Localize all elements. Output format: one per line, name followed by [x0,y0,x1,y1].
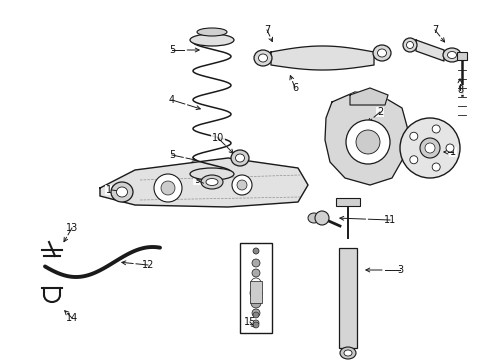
Circle shape [237,180,247,190]
Circle shape [253,312,259,318]
Bar [240,243,272,333]
Bar [339,248,357,348]
Circle shape [346,120,390,164]
Bar [250,281,262,303]
Ellipse shape [447,51,457,59]
Circle shape [356,130,380,154]
Bar [457,52,467,60]
Circle shape [253,322,259,328]
Text: 8: 8 [457,85,463,95]
Text: 15: 15 [244,317,256,327]
Circle shape [252,309,260,317]
Ellipse shape [111,182,133,202]
Ellipse shape [407,41,414,49]
Text: 12: 12 [142,260,154,270]
Text: 7: 7 [264,25,270,35]
Text: 4: 4 [169,95,175,105]
Ellipse shape [373,45,391,61]
Circle shape [250,287,262,299]
Polygon shape [271,46,374,70]
Circle shape [432,163,440,171]
Circle shape [252,259,260,267]
Ellipse shape [201,175,223,189]
Text: 11: 11 [384,215,396,225]
Polygon shape [416,40,444,61]
Circle shape [425,143,435,153]
Circle shape [400,118,460,178]
Circle shape [410,156,418,164]
Ellipse shape [340,347,356,359]
Circle shape [432,125,440,133]
Text: 10: 10 [212,133,224,143]
Ellipse shape [254,50,272,66]
Ellipse shape [231,150,249,166]
Text: 10: 10 [106,185,118,195]
Circle shape [420,138,440,158]
Circle shape [154,174,182,202]
Ellipse shape [308,213,320,223]
Ellipse shape [190,34,234,46]
Circle shape [251,298,261,308]
Text: 2: 2 [377,107,383,117]
Circle shape [410,132,418,140]
Text: 14: 14 [66,313,78,323]
Polygon shape [325,92,408,185]
Bar [336,198,360,206]
Ellipse shape [206,179,218,185]
Ellipse shape [197,28,227,36]
Ellipse shape [344,350,352,356]
Circle shape [446,144,454,152]
Text: 9: 9 [194,175,200,185]
Text: 13: 13 [66,223,78,233]
Text: 6: 6 [292,83,298,93]
Circle shape [161,181,175,195]
Ellipse shape [403,38,417,52]
Text: 7: 7 [432,25,438,35]
Polygon shape [350,88,388,105]
Text: 5: 5 [169,150,175,160]
Circle shape [252,269,260,277]
Text: 1: 1 [450,147,456,157]
Circle shape [251,278,261,288]
Circle shape [253,248,259,254]
Circle shape [253,320,259,326]
Ellipse shape [190,168,234,180]
Text: 3: 3 [397,265,403,275]
Ellipse shape [443,48,461,62]
Ellipse shape [377,49,387,57]
Ellipse shape [117,187,127,197]
Ellipse shape [259,54,268,62]
Text: 5: 5 [169,45,175,55]
Circle shape [315,211,329,225]
Ellipse shape [236,154,245,162]
Circle shape [232,175,252,195]
Polygon shape [100,158,308,207]
